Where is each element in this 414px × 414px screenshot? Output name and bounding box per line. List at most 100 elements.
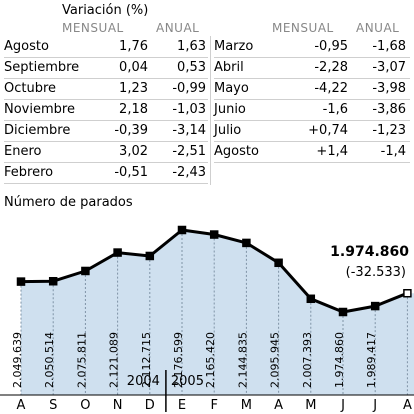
row-mensual: 0,04 [119,60,148,75]
row-mensual: +0,74 [308,123,348,138]
x-tick-label: A [274,398,283,413]
data-point [274,258,283,268]
data-label: 2.121.089 [108,332,121,388]
table-row: Junio -1,6 -3,86 [214,99,410,121]
data-label: 2.112.715 [140,332,153,388]
right-header-anual: ANUAL [356,21,400,35]
data-label: 1.974.860 [333,332,346,388]
x-tick-label: M [241,398,252,413]
x-tick-label: S [49,398,57,413]
area-fill-edge [407,293,414,395]
left-header-mensual: MENSUAL [62,21,124,35]
row-mensual: 3,02 [119,144,148,159]
data-point [306,294,316,304]
row-anual: -3,07 [372,60,406,75]
table-row: Septiembre 0,04 0,53 [4,57,208,79]
row-anual: -1,4 [380,144,406,159]
last-value-label: 1.974.860 [330,244,409,260]
table-row: Mayo -4,22 -3,98 [214,78,410,100]
data-point [403,288,412,298]
data-point [370,301,380,311]
data-label: 2.075.811 [75,332,88,388]
last-change-label: (-32.533) [346,265,406,280]
data-label: 2.176.599 [172,332,185,388]
row-month: Agosto [4,39,49,54]
x-tick-label: D [145,398,155,413]
row-mensual: -1,6 [322,102,348,117]
row-mensual: -0,95 [314,39,348,54]
x-tick-label: A [403,398,412,413]
table-row: Marzo -0,95 -1,68 [214,36,410,58]
x-tick-label: M [305,398,316,413]
table-row: Agosto +1,4 -1,4 [214,141,410,163]
row-month: Febrero [4,165,54,180]
row-month: Diciembre [4,123,71,138]
data-label: 2.049.639 [11,332,24,388]
x-tick-label: A [17,398,26,413]
x-tick-label: N [113,398,123,413]
x-tick-label: O [80,398,90,413]
data-label: 1.989.417 [365,332,378,388]
table-row: Noviembre 2,18 -1,03 [4,99,208,121]
row-anual: -1,03 [172,102,206,117]
right-header-mensual: MENSUAL [272,21,334,35]
row-month: Enero [4,144,42,159]
table-divider [210,36,211,185]
row-anual: 0,53 [177,60,206,75]
x-tick-label: J [340,398,345,413]
table-row: Octubre 1,23 -0,99 [4,78,208,100]
row-anual: -1,68 [372,39,406,54]
table-row: Julio +0,74 -1,23 [214,120,410,142]
row-mensual: -2,28 [314,60,348,75]
data-label: 2.007.393 [301,332,314,388]
data-label: 2.095.945 [269,332,282,388]
row-month: Agosto [214,144,259,159]
table-row: Agosto 1,76 1,63 [4,36,208,58]
data-point [209,230,219,239]
row-month: Octubre [4,81,57,96]
x-tick-label: F [210,398,217,413]
data-label: 2.050.514 [43,332,56,388]
table-caption: Variación (%) [62,3,149,18]
row-anual: -3,86 [372,102,406,117]
row-anual: -3,98 [372,81,406,96]
row-mensual: 1,23 [119,81,148,96]
chart-title: Número de parados [4,195,133,210]
row-month: Noviembre [4,102,75,117]
year-label: 2005 [171,374,204,389]
table-row: Abril -2,28 -3,07 [214,57,410,79]
x-tick-label: E [178,398,186,413]
row-anual: -0,99 [172,81,206,96]
row-anual: -1,23 [372,123,406,138]
row-mensual: -0,51 [114,165,148,180]
row-month: Junio [214,102,246,117]
row-anual: -3,14 [172,123,206,138]
row-month: Abril [214,60,244,75]
data-label: 2.165.420 [204,332,217,388]
row-month: Septiembre [4,60,80,75]
row-month: Marzo [214,39,254,54]
row-mensual: 1,76 [119,39,148,54]
x-tick-label: J [372,398,377,413]
data-point [113,248,122,257]
data-point [338,307,348,317]
row-anual: -2,43 [172,165,206,180]
table-row: Febrero -0,51 -2,43 [4,162,208,184]
row-mensual: -0,39 [114,123,148,138]
data-point [145,251,155,261]
data-point [48,276,58,286]
table-row: Diciembre -0,39 -3,14 [4,120,208,142]
data-point [81,266,90,276]
data-label: 2.144.835 [236,332,249,388]
year-label: 2004 [127,374,160,389]
row-month: Julio [214,123,242,138]
data-point [242,238,251,248]
data-point [177,225,187,235]
left-header-anual: ANUAL [156,21,200,35]
row-anual: -2,51 [172,144,206,159]
row-mensual: +1,4 [316,144,348,159]
data-point [16,277,26,286]
row-anual: 1,63 [177,39,206,54]
row-mensual: 2,18 [119,102,148,117]
